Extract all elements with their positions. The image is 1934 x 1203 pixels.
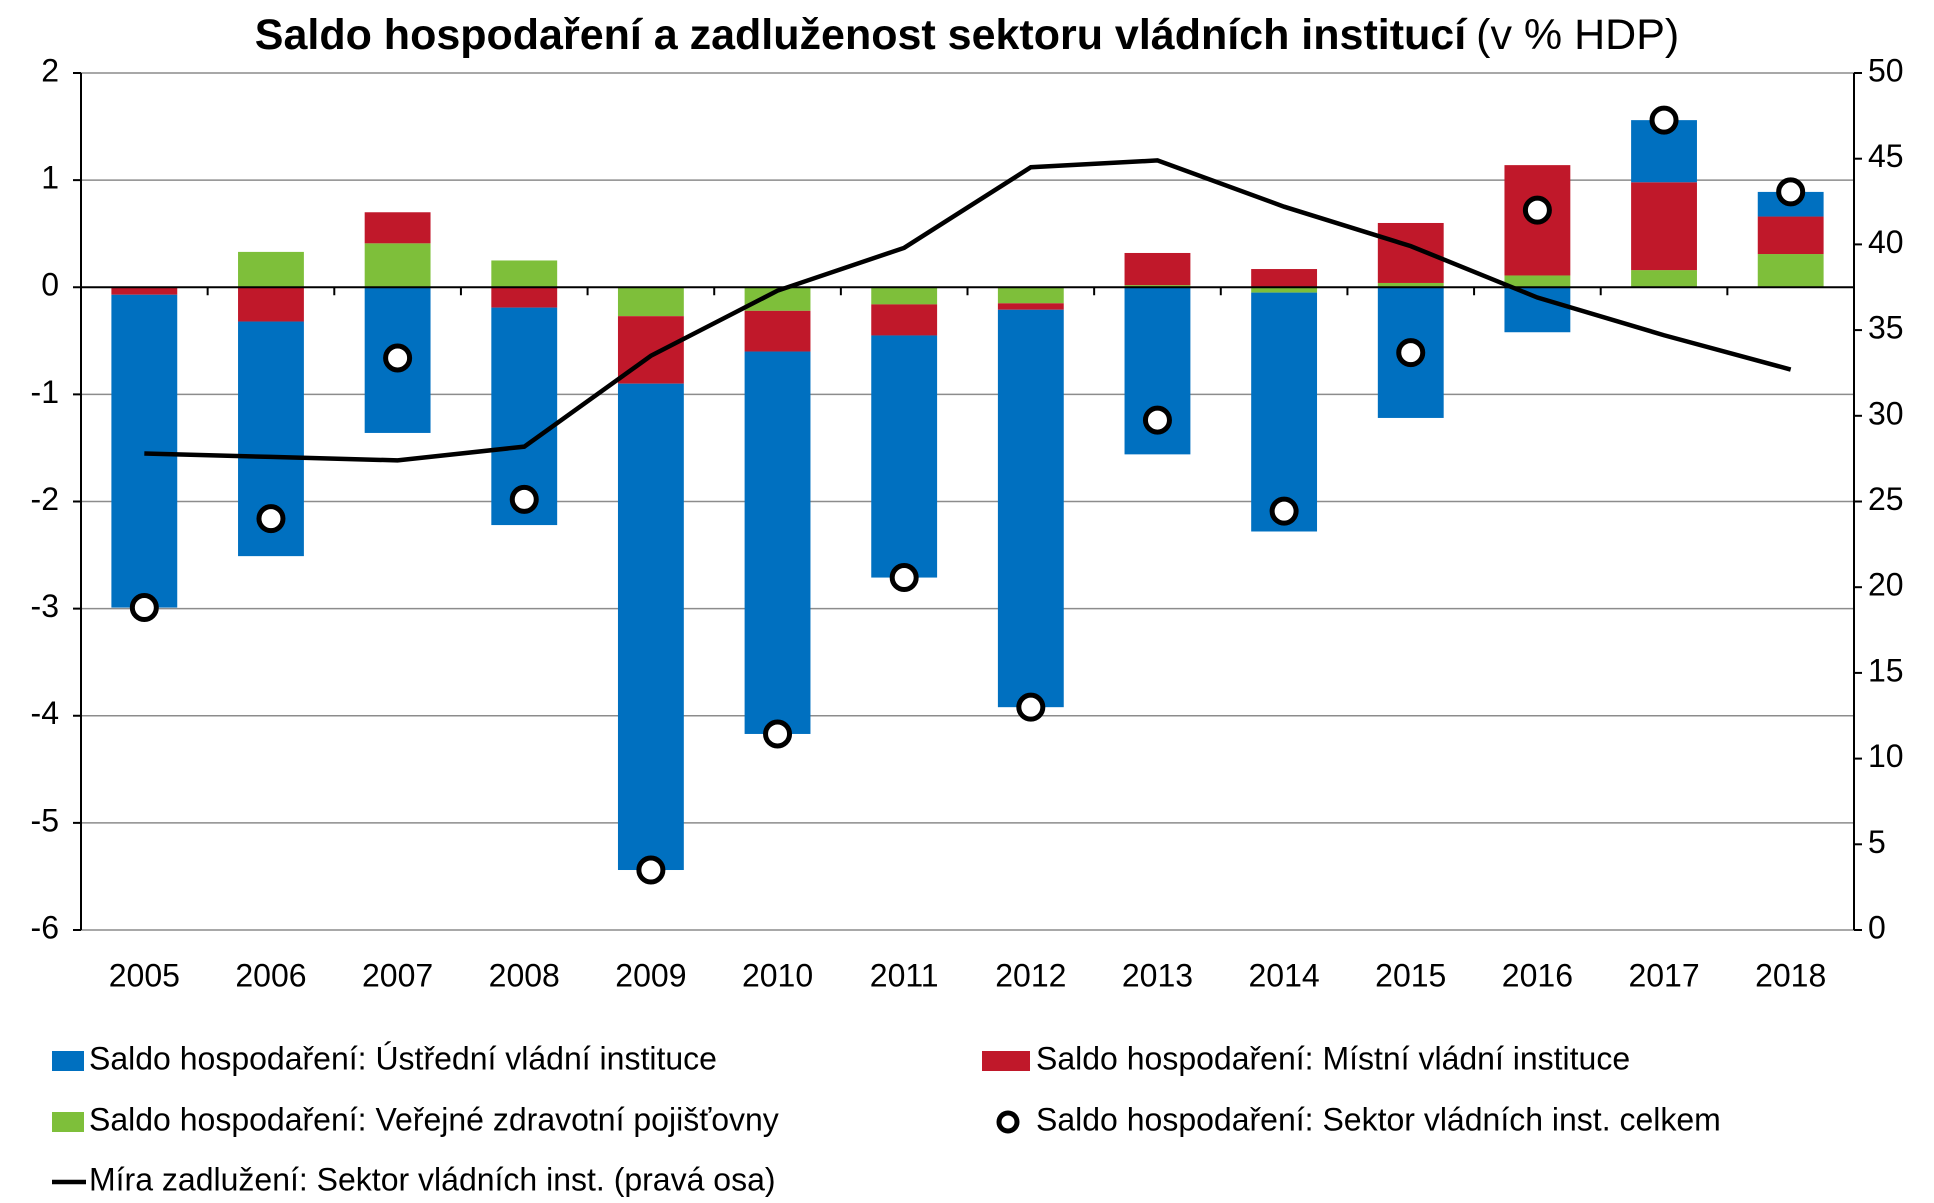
x-tick-label: 2011 (870, 957, 939, 993)
legend-label: Saldo hospodaření: Místní vládní institu… (1036, 1040, 1630, 1076)
total-marker (1649, 105, 1679, 135)
x-tick-label: 2008 (489, 957, 560, 993)
bar-segment (491, 287, 558, 308)
y2-tick-label: 25 (1868, 481, 1904, 517)
bar-segment (1251, 287, 1318, 293)
legend-label: Míra zadlužení: Sektor vládních inst. (p… (89, 1161, 776, 1197)
total-marker (1776, 177, 1806, 207)
bar-segment (1631, 270, 1697, 288)
y2-tick-label: 20 (1868, 567, 1904, 603)
y-tick-label: -5 (31, 802, 59, 838)
bar-segment (997, 303, 1064, 310)
total-marker (383, 343, 413, 373)
y2-tick-label: 0 (1868, 909, 1886, 945)
bar-segment (111, 287, 178, 295)
x-tick-label: 2012 (995, 957, 1066, 993)
x-tick-label: 2018 (1755, 957, 1826, 993)
bar-segment (1631, 182, 1697, 271)
total-marker (509, 484, 539, 514)
legend-swatch (52, 1112, 84, 1132)
x-tick-label: 2017 (1628, 957, 1699, 993)
total-marker (636, 855, 666, 885)
total-marker (1396, 338, 1426, 368)
legend-label: Saldo hospodaření: Ústřední vládní insti… (89, 1040, 717, 1076)
total-marker (1522, 195, 1552, 225)
x-tick-label: 2007 (362, 957, 433, 993)
bar-segment (744, 310, 811, 352)
x-tick-label: 2010 (742, 957, 813, 993)
chart-subtitle: (v % HDP) (1476, 11, 1679, 59)
bar-segment (617, 383, 684, 871)
y2-tick-label: 35 (1868, 310, 1904, 346)
total-marker (1016, 692, 1046, 722)
bar-segment (744, 287, 811, 311)
x-tick-label: 2016 (1502, 957, 1573, 993)
chart-title: Saldo hospodaření a zadluženost sektoru … (255, 11, 1468, 59)
total-marker (889, 563, 919, 593)
x-tick-label: 2013 (1122, 957, 1193, 993)
x-tick-label: 2014 (1249, 957, 1320, 993)
y2-tick-label: 15 (1868, 652, 1904, 688)
y-tick-label: -1 (31, 374, 59, 410)
bar-segment (871, 304, 938, 336)
legend-swatch (52, 1051, 84, 1071)
y-tick-label: -3 (31, 588, 59, 624)
y2-tick-label: 10 (1868, 738, 1904, 774)
bar-segment (1251, 269, 1318, 288)
legend-label: Saldo hospodaření: Sektor vládních inst.… (1036, 1101, 1721, 1137)
y-tick-label: -2 (31, 481, 59, 517)
y2-tick-label: 5 (1868, 824, 1886, 860)
bar-segment (997, 287, 1064, 304)
bar-segment (491, 260, 558, 288)
total-marker (1142, 405, 1172, 435)
bar-segment (1124, 285, 1191, 288)
bar-segment (871, 335, 938, 578)
y-tick-label: 1 (41, 160, 59, 196)
bar-segment (617, 287, 684, 317)
bar-segment (871, 287, 938, 305)
bar-segment (1504, 287, 1571, 333)
bar-segment (1504, 275, 1571, 288)
y-tick-label: 0 (41, 267, 59, 303)
bar-segment (1757, 216, 1824, 255)
bar-segment (997, 309, 1064, 708)
bar-segment (1251, 292, 1318, 532)
y2-tick-label: 45 (1868, 138, 1904, 174)
total-marker (1269, 496, 1299, 526)
bar-segment (111, 294, 178, 608)
x-tick-label: 2005 (109, 957, 180, 993)
bar-segment (1757, 254, 1824, 288)
total-marker (129, 593, 159, 623)
x-tick-label: 2015 (1375, 957, 1446, 993)
y2-tick-label: 30 (1868, 395, 1904, 431)
bar-segment (364, 243, 431, 288)
bar-segment (364, 212, 431, 244)
x-tick-label: 2009 (615, 957, 686, 993)
y-tick-label: -4 (31, 695, 59, 731)
debt-line (144, 158, 1792, 463)
legend-label: Saldo hospodaření: Veřejné zdravotní poj… (89, 1101, 779, 1137)
legend-swatch (982, 1051, 1030, 1071)
legend-swatch (996, 1110, 1020, 1134)
bar-segment (1377, 282, 1444, 288)
total-marker (256, 504, 286, 534)
y-tick-label: 2 (41, 52, 59, 88)
bar-segment (1377, 222, 1444, 283)
y2-tick-label: 50 (1868, 52, 1904, 88)
y-tick-label: -6 (31, 909, 59, 945)
y2-tick-label: 40 (1868, 224, 1904, 260)
x-tick-label: 2006 (235, 957, 306, 993)
bar-segment (1124, 252, 1191, 286)
total-marker (763, 719, 793, 749)
bar-segment (744, 351, 811, 734)
bar-segment (238, 251, 304, 288)
bar-segment (238, 287, 304, 322)
chart-title-group: Saldo hospodaření a zadluženost sektoru … (255, 11, 1679, 59)
